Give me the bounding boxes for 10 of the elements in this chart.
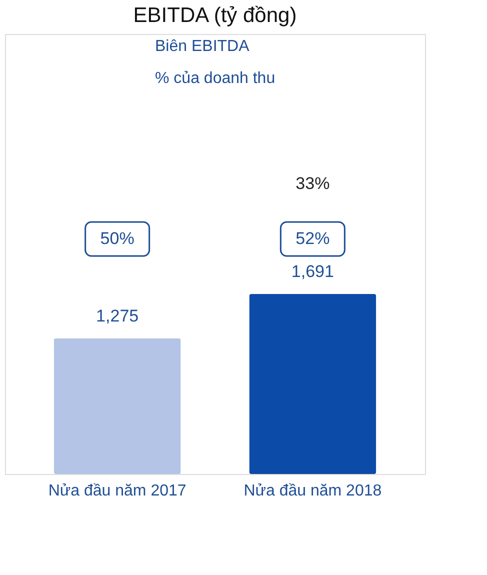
text: % của doanh thu	[155, 70, 276, 87]
text: Biên EBITDA	[155, 38, 250, 55]
chart-title: EBITDA (tỷ đồng)	[133, 4, 297, 27]
data-label: 1,691	[291, 262, 334, 281]
text: 52%	[296, 229, 330, 248]
text: 50%	[100, 229, 134, 248]
x-tick-label: Nửa đầu năm 2018	[244, 482, 382, 500]
text: 33%	[296, 174, 330, 193]
x-tick-label: Nửa đầu năm 2017	[48, 482, 186, 500]
data-label: 1,275	[96, 306, 139, 326]
